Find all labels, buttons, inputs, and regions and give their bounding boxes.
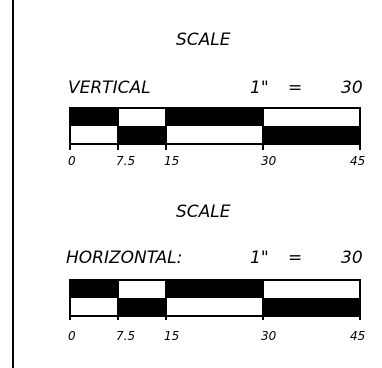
scale-bar-segment-black: [263, 298, 360, 316]
scale-bar-segment-black: [70, 108, 118, 126]
tick-label-7-5: 7.5: [116, 154, 136, 168]
scale-equals-sign: =: [288, 248, 303, 268]
scale-ratio-value: 30: [341, 78, 363, 98]
tick-label-0: 0: [68, 154, 76, 168]
tick-label-45: 45: [350, 154, 366, 168]
vertical-scale-block: SCALE VERTICAL 1" = 30: [0, 0, 382, 150]
scale-bar-segment-black: [118, 298, 166, 316]
scale-inch-unit: 1": [250, 78, 269, 98]
tick-label-7-5: 7.5: [116, 329, 136, 343]
tick-label-45: 45: [350, 329, 366, 343]
scale-bar-segment-black: [70, 280, 118, 298]
horizontal-scale-block: SCALE HORIZONTAL: 1" = 30: [0, 170, 382, 320]
scale-bar-segment-black: [166, 280, 263, 298]
sheet-border-line: [12, 0, 14, 368]
scale-title: SCALE: [176, 202, 231, 222]
scale-inch-unit: 1": [250, 248, 269, 268]
tick-label-15: 15: [164, 329, 180, 343]
tick-label-30: 30: [261, 329, 277, 343]
tick-label-15: 15: [164, 154, 180, 168]
scale-title: SCALE: [176, 30, 231, 50]
orientation-label: HORIZONTAL:: [66, 248, 183, 268]
scale-ratio-value: 30: [341, 248, 363, 268]
orientation-label: VERTICAL: [68, 78, 151, 98]
scale-bar-segment-black: [166, 108, 263, 126]
scale-bar-segment-black: [263, 126, 360, 144]
tick-label-0: 0: [68, 329, 76, 343]
tick-label-30: 30: [261, 154, 277, 168]
scale-bar-graphic: [69, 279, 361, 320]
scale-bar-graphic: [69, 107, 361, 150]
scale-bar-segment-black: [118, 126, 166, 144]
scale-equals-sign: =: [288, 78, 303, 98]
